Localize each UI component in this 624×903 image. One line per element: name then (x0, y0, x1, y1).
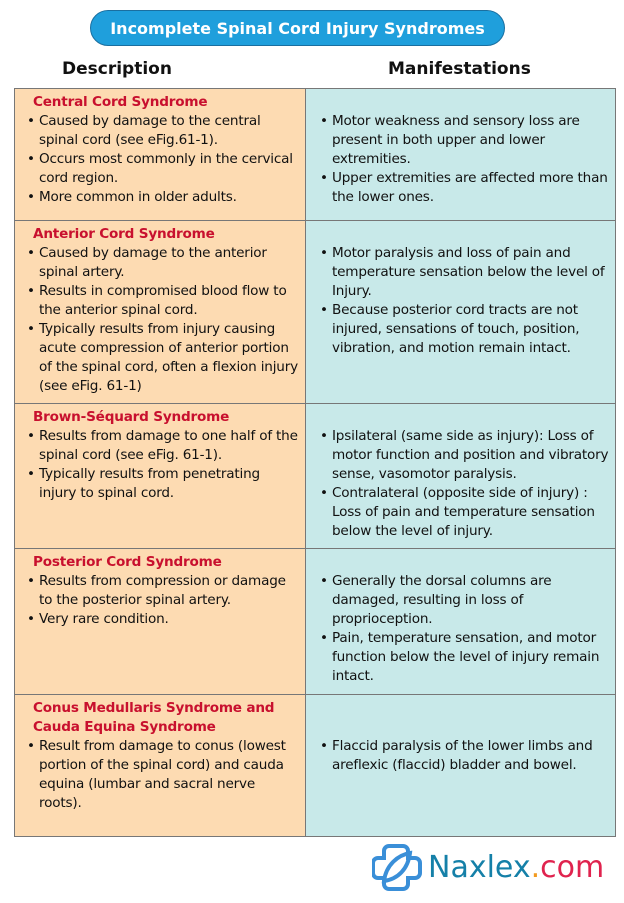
description-bullet: Caused by damage to the central spinal c… (27, 112, 299, 150)
cross-logo-icon (372, 844, 422, 891)
description-cell: Posterior Cord Syndrome Results from comp… (14, 548, 306, 695)
manifestation-bullet: Motor paralysis and loss of pain and tem… (320, 244, 609, 301)
manifestation-bullet: Ipsilateral (same side as injury): Loss … (320, 427, 609, 484)
description-bullet: Typically results from penetrating injur… (27, 465, 299, 503)
logo-brand: Naxlex (428, 849, 531, 885)
logo-tld: com (540, 849, 605, 885)
syndrome-title: Brown-Séquard Syndrome (33, 409, 230, 425)
description-cell: Central Cord Syndrome Caused by damage to… (14, 88, 306, 221)
description-bullet: Very rare condition. (27, 610, 299, 629)
description-bullet: Result from damage to conus (lowest port… (27, 737, 299, 813)
table-row: Anterior Cord Syndrome Caused by damage t… (14, 220, 616, 404)
description-cell: Brown-Séquard Syndrome Results from damag… (14, 403, 306, 549)
manifestations-cell: Motor weakness and sensory loss are pres… (305, 88, 616, 221)
description-bullet: More common in older adults. (27, 188, 299, 207)
table-row: Brown-Séquard Syndrome Results from damag… (14, 403, 616, 549)
description-bullet: Results in compromised blood flow to the… (27, 282, 299, 320)
manifestation-bullet: Contralateral (opposite side of injury) … (320, 484, 609, 541)
manifestations-cell: Ipsilateral (same side as injury): Loss … (305, 403, 616, 549)
naxlex-logo: Naxlex. com (372, 843, 604, 891)
description-bullet: Typically results from injury causing ac… (27, 320, 299, 396)
manifestation-bullet: Motor weakness and sensory loss are pres… (320, 112, 609, 169)
manifestations-cell: Motor paralysis and loss of pain and tem… (305, 220, 616, 404)
logo-dot: . (530, 849, 541, 885)
syndromes-table: Central Cord Syndrome Caused by damage to… (14, 88, 616, 837)
header-manifestations: Manifestations (388, 59, 531, 79)
manifestation-bullet: Pain, temperature sensation, and motor f… (320, 629, 609, 686)
description-bullet: Caused by damage to the anterior spinal … (27, 244, 299, 282)
table-row: Central Cord Syndrome Caused by damage to… (14, 88, 616, 221)
page-title: Incomplete Spinal Cord Injury Syndromes (90, 10, 505, 46)
header-description: Description (62, 59, 172, 79)
description-cell: Conus Medullaris Syndrome and Cauda Equi… (14, 694, 306, 837)
manifestation-bullet: Flaccid paralysis of the lower limbs and… (320, 737, 609, 775)
syndrome-title: Central Cord Syndrome (33, 94, 208, 110)
description-bullet: Occurs most commonly in the cervical cor… (27, 150, 299, 188)
syndrome-title: Anterior Cord Syndrome (33, 226, 215, 242)
description-bullet: Results from compression or damage to th… (27, 572, 299, 610)
table-row: Conus Medullaris Syndrome and Cauda Equi… (14, 694, 616, 837)
manifestations-cell: Flaccid paralysis of the lower limbs and… (305, 694, 616, 837)
table-row: Posterior Cord Syndrome Results from comp… (14, 548, 616, 695)
syndrome-title: Conus Medullaris Syndrome and Cauda Equi… (33, 700, 275, 735)
description-bullet: Results from damage to one half of the s… (27, 427, 299, 465)
manifestations-cell: Generally the dorsal columns are damaged… (305, 548, 616, 695)
manifestation-bullet: Generally the dorsal columns are damaged… (320, 572, 609, 629)
manifestation-bullet: Because posterior cord tracts are not in… (320, 301, 609, 358)
description-cell: Anterior Cord Syndrome Caused by damage t… (14, 220, 306, 404)
syndrome-title: Posterior Cord Syndrome (33, 554, 222, 570)
manifestation-bullet: Upper extremities are affected more than… (320, 169, 609, 207)
